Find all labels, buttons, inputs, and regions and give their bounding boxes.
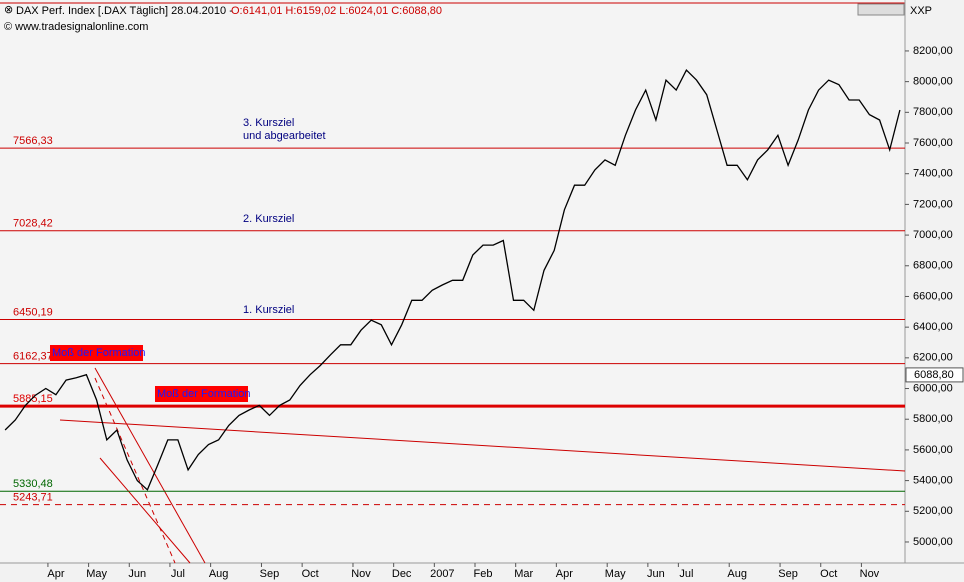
x-tick-label: Mar xyxy=(514,568,533,580)
y-tick-label: 5800,00 xyxy=(913,413,953,425)
y-tick-label: 5200,00 xyxy=(913,505,953,517)
x-tick-label: Sep xyxy=(778,568,798,580)
y-tick-label: 5600,00 xyxy=(913,444,953,456)
y-tick-label: 5400,00 xyxy=(913,475,953,487)
level-label: 6450,19 xyxy=(13,306,53,318)
y-tick-label: 7000,00 xyxy=(913,229,953,241)
ohlc: O:6141,01 H:6159,02 L:6024,01 C:6088,80 xyxy=(231,5,442,17)
x-tick-label: 2007 xyxy=(430,568,454,580)
trend-line xyxy=(94,377,176,564)
x-tick-label: May xyxy=(86,568,107,580)
x-tick-label: Dec xyxy=(392,568,412,580)
trend-line xyxy=(99,457,191,564)
annotation: 3. Kursziel xyxy=(243,117,294,129)
x-tick-label: Nov xyxy=(860,568,880,580)
x-tick-label: Aug xyxy=(209,568,229,580)
window-icon: ⊗ xyxy=(4,4,13,16)
annotation: Moß der Formation xyxy=(52,347,146,359)
y-tick-label: 5000,00 xyxy=(913,536,953,548)
y-tick-label: 7200,00 xyxy=(913,198,953,210)
annotation: Moß der Formation xyxy=(157,388,251,400)
x-tick-label: Oct xyxy=(820,568,837,580)
y-tick-label: 7400,00 xyxy=(913,168,953,180)
annotation: 2. Kursziel xyxy=(243,213,294,225)
x-tick-label: Aug xyxy=(727,568,747,580)
x-tick-label: Jul xyxy=(679,568,693,580)
chart-title: DAX Perf. Index [.DAX Täglich] 28.04.201… xyxy=(16,5,233,17)
source: © www.tradesignalonline.com xyxy=(4,21,148,33)
level-label: 5885,15 xyxy=(13,393,53,405)
x-tick-label: Apr xyxy=(47,568,64,580)
trend-line xyxy=(59,419,906,472)
y-tick-label: 6600,00 xyxy=(913,290,953,302)
plot-area xyxy=(0,0,905,563)
annotation-box xyxy=(155,386,248,402)
y-tick-label: 6400,00 xyxy=(913,321,953,333)
x-tick-label: May xyxy=(605,568,626,580)
level-label: 6162,37 xyxy=(13,351,53,363)
annotation: 1. Kursziel xyxy=(243,304,294,316)
price-line xyxy=(4,69,901,491)
x-tick-label: Jun xyxy=(647,568,665,580)
annotation-box xyxy=(50,345,143,361)
y-tick-label: 7800,00 xyxy=(913,106,953,118)
annotation: und abgearbeitet xyxy=(243,130,326,142)
x-tick-label: Nov xyxy=(351,568,371,580)
symbol-tag: XXP xyxy=(910,5,932,17)
window-buttons[interactable] xyxy=(857,3,905,16)
x-tick-label: Jul xyxy=(171,568,185,580)
y-tick-label: 8200,00 xyxy=(913,45,953,57)
level-label: 7028,42 xyxy=(13,218,53,230)
y-tick-label: 8000,00 xyxy=(913,76,953,88)
y-tick-label: 6800,00 xyxy=(913,260,953,272)
level-label: 5243,71 xyxy=(13,491,53,503)
y-tick-label: 6000,00 xyxy=(913,382,953,394)
x-tick-label: Feb xyxy=(474,568,493,580)
last-value-box xyxy=(905,367,964,383)
level-label: 5330,48 xyxy=(13,478,53,490)
x-tick-label: Jun xyxy=(128,568,146,580)
last-value-label: 6088,80 xyxy=(914,369,954,381)
x-tick-label: Apr xyxy=(556,568,573,580)
trend-line xyxy=(94,367,206,564)
level-label: 7566,33 xyxy=(13,135,53,147)
x-tick-label: Oct xyxy=(302,568,319,580)
y-tick-label: 6200,00 xyxy=(913,352,953,364)
x-tick-label: Sep xyxy=(260,568,280,580)
y-tick-label: 7600,00 xyxy=(913,137,953,149)
